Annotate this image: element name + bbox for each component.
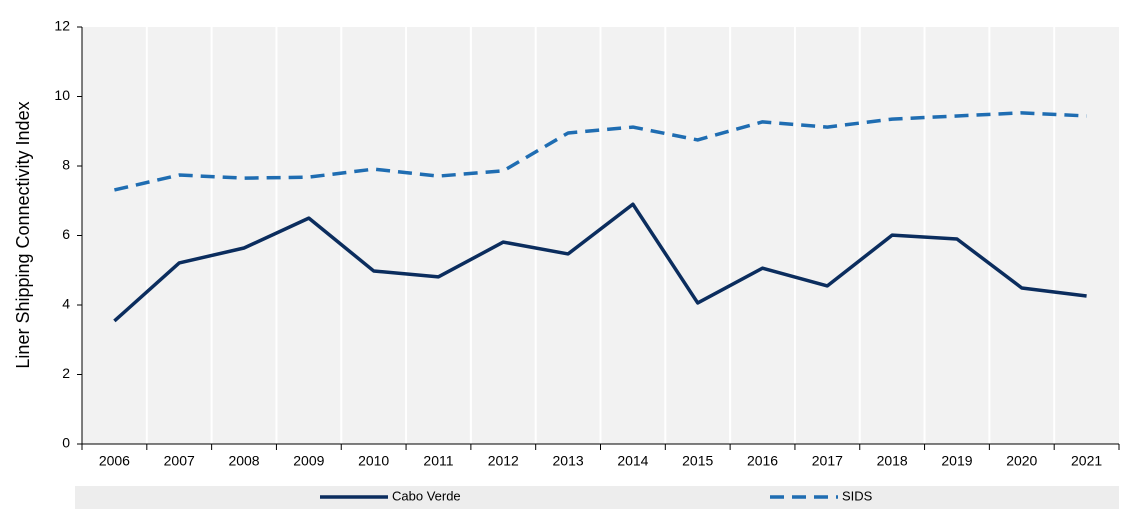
x-tick-label: 2019 (941, 453, 972, 469)
x-tick-label: 2013 (553, 453, 584, 469)
x-tick-label: 2011 (423, 453, 453, 469)
x-tick-label: 2020 (1006, 453, 1037, 469)
y-tick-label: 8 (62, 157, 70, 173)
legend-area (75, 486, 1119, 509)
y-tick-label: 10 (54, 87, 70, 103)
x-tick-label: 2016 (747, 453, 778, 469)
y-tick-label: 12 (54, 18, 70, 34)
x-tick-label: 2007 (164, 453, 195, 469)
series-line (113, 202, 1087, 323)
x-tick-label: 2006 (99, 453, 130, 469)
x-tick-label: 2021 (1071, 453, 1102, 469)
x-tick-label: 2010 (358, 453, 389, 469)
x-tick-label: 2009 (293, 453, 324, 469)
x-tick-label: 2017 (812, 453, 843, 469)
y-tick-label: 2 (62, 365, 70, 381)
legend-label: SIDS (842, 488, 873, 503)
x-tick-label: 2014 (617, 453, 648, 469)
x-tick-label: 2012 (488, 453, 519, 469)
x-tick-label: 2015 (682, 453, 713, 469)
y-tick-label: 0 (62, 435, 70, 451)
y-axis-label: Liner Shipping Connectivity Index (13, 101, 33, 368)
x-tick-label: 2008 (228, 453, 259, 469)
legend-label: Cabo Verde (392, 488, 461, 503)
series-line (114, 111, 1087, 192)
y-tick-label: 4 (62, 296, 70, 312)
y-tick-label: 6 (62, 226, 70, 242)
x-tick-label: 2018 (877, 453, 908, 469)
